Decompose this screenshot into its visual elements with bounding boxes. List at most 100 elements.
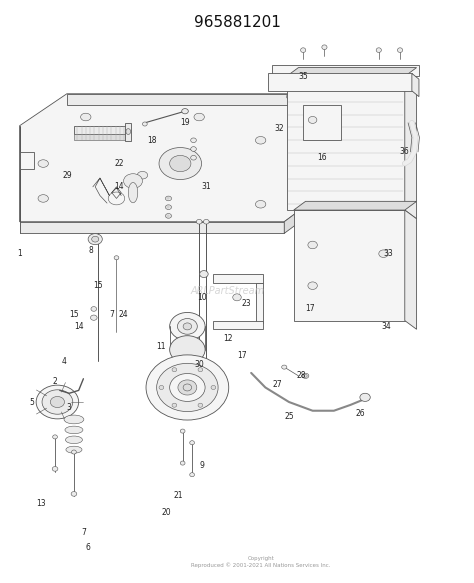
Ellipse shape — [128, 182, 138, 203]
Text: 15: 15 — [93, 281, 102, 290]
Ellipse shape — [191, 156, 196, 160]
Polygon shape — [287, 76, 405, 210]
Ellipse shape — [66, 446, 82, 453]
Ellipse shape — [159, 147, 201, 180]
Ellipse shape — [376, 48, 382, 52]
Ellipse shape — [137, 171, 148, 179]
Polygon shape — [74, 126, 126, 135]
Text: 12: 12 — [223, 333, 232, 343]
Text: 33: 33 — [383, 249, 393, 258]
Polygon shape — [268, 73, 412, 91]
Ellipse shape — [301, 48, 306, 52]
Text: 11: 11 — [156, 342, 166, 351]
Polygon shape — [294, 210, 405, 321]
Ellipse shape — [183, 323, 191, 330]
Ellipse shape — [65, 426, 83, 434]
Ellipse shape — [400, 94, 405, 99]
Ellipse shape — [379, 250, 388, 258]
Ellipse shape — [322, 45, 327, 50]
Ellipse shape — [255, 201, 266, 208]
Text: 2: 2 — [53, 377, 57, 386]
Text: 965881201: 965881201 — [193, 15, 281, 30]
Ellipse shape — [114, 256, 119, 260]
Ellipse shape — [91, 236, 99, 242]
Text: 23: 23 — [242, 298, 251, 308]
Ellipse shape — [308, 241, 318, 249]
Ellipse shape — [200, 271, 208, 278]
Text: 8: 8 — [88, 246, 93, 255]
Text: 21: 21 — [173, 490, 182, 500]
Text: 5: 5 — [29, 398, 34, 406]
Ellipse shape — [180, 461, 185, 465]
Text: 24: 24 — [119, 310, 128, 319]
Polygon shape — [74, 135, 126, 141]
Ellipse shape — [309, 117, 317, 124]
Ellipse shape — [52, 466, 58, 471]
Text: 18: 18 — [147, 136, 157, 145]
Text: Copyright
Reproduced © 2001-2021 All Nations Services Inc.: Copyright Reproduced © 2001-2021 All Nat… — [191, 556, 330, 568]
Ellipse shape — [165, 213, 172, 218]
Ellipse shape — [182, 108, 188, 114]
Polygon shape — [284, 187, 331, 233]
Ellipse shape — [170, 156, 191, 171]
Text: 28: 28 — [296, 371, 306, 380]
Text: 35: 35 — [298, 72, 308, 81]
Ellipse shape — [91, 315, 97, 320]
Polygon shape — [273, 65, 419, 76]
Ellipse shape — [233, 294, 241, 301]
Text: 17: 17 — [305, 304, 315, 314]
Ellipse shape — [143, 122, 147, 126]
Text: 13: 13 — [36, 499, 46, 508]
Ellipse shape — [178, 380, 197, 395]
Ellipse shape — [183, 384, 191, 391]
Text: 34: 34 — [381, 322, 391, 331]
Ellipse shape — [360, 394, 370, 402]
Text: 31: 31 — [201, 182, 211, 191]
Text: 15: 15 — [69, 310, 79, 319]
Polygon shape — [287, 68, 417, 76]
Ellipse shape — [194, 113, 204, 121]
Polygon shape — [19, 152, 34, 170]
Ellipse shape — [72, 450, 76, 454]
Ellipse shape — [286, 94, 292, 99]
Polygon shape — [303, 106, 341, 141]
Polygon shape — [213, 321, 263, 329]
Polygon shape — [19, 94, 331, 222]
Ellipse shape — [198, 368, 203, 372]
Text: 3: 3 — [67, 403, 72, 412]
Ellipse shape — [282, 365, 287, 369]
Text: 14: 14 — [74, 322, 83, 331]
Text: 7: 7 — [109, 310, 114, 319]
Text: 25: 25 — [284, 412, 294, 421]
Polygon shape — [256, 283, 263, 324]
Ellipse shape — [203, 219, 209, 224]
Text: 32: 32 — [275, 124, 284, 133]
Text: 27: 27 — [273, 380, 282, 389]
Ellipse shape — [81, 113, 91, 121]
Text: 36: 36 — [400, 147, 410, 156]
Ellipse shape — [196, 219, 202, 224]
Text: 26: 26 — [355, 409, 365, 418]
Polygon shape — [67, 94, 331, 106]
Ellipse shape — [165, 196, 172, 201]
Polygon shape — [213, 274, 263, 283]
Text: 10: 10 — [197, 293, 206, 302]
Ellipse shape — [191, 147, 196, 152]
Text: 14: 14 — [114, 182, 124, 191]
Polygon shape — [19, 222, 284, 233]
Polygon shape — [405, 76, 417, 219]
Ellipse shape — [165, 205, 172, 209]
Ellipse shape — [172, 368, 177, 372]
Ellipse shape — [36, 385, 79, 419]
Ellipse shape — [159, 385, 164, 389]
Text: 17: 17 — [237, 351, 246, 360]
Text: ARLPartStream: ARLPartStream — [191, 286, 264, 297]
Text: 19: 19 — [180, 118, 190, 127]
Polygon shape — [125, 123, 131, 142]
Text: 20: 20 — [161, 508, 171, 517]
Text: 29: 29 — [62, 171, 72, 180]
Text: 9: 9 — [199, 462, 204, 470]
Ellipse shape — [177, 318, 197, 334]
Ellipse shape — [381, 94, 386, 99]
Text: 7: 7 — [81, 528, 86, 538]
